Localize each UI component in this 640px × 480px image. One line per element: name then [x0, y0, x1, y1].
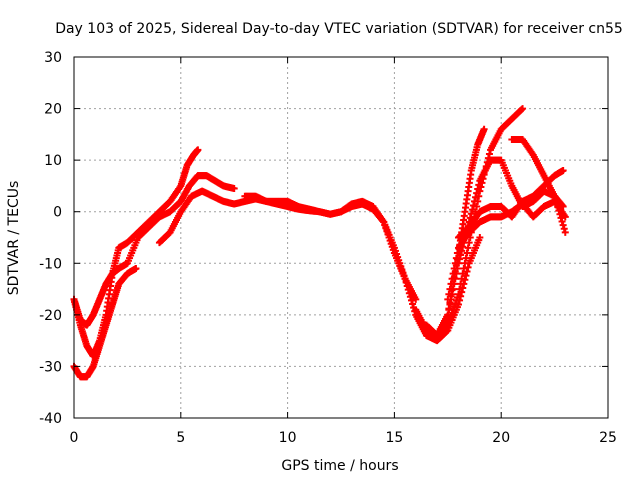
- data-point: [461, 259, 469, 267]
- data-point: [402, 278, 410, 286]
- data-point: [230, 185, 238, 193]
- x-tick-label: 20: [492, 430, 510, 446]
- data-point: [404, 286, 412, 294]
- data-point: [412, 295, 420, 303]
- data-point: [405, 289, 413, 297]
- data-point: [559, 166, 567, 174]
- data-point: [448, 275, 456, 283]
- data-point: [468, 206, 476, 214]
- data-point: [458, 275, 466, 283]
- data-point: [451, 259, 459, 267]
- data-point: [447, 280, 455, 288]
- y-tick-label: -10: [39, 256, 62, 272]
- data-point: [462, 254, 470, 262]
- x-tick-label: 25: [599, 430, 617, 446]
- data-point: [519, 105, 527, 113]
- series-sat-k: [508, 136, 569, 236]
- data-point: [464, 244, 472, 252]
- data-point: [456, 285, 464, 293]
- x-tick-label: 5: [176, 430, 185, 446]
- data-point: [471, 197, 478, 205]
- y-tick-label: 0: [53, 205, 62, 221]
- data-point: [555, 207, 563, 215]
- data-point: [457, 280, 465, 288]
- x-axis-title: GPS time / hours: [281, 458, 398, 474]
- data-point: [561, 213, 569, 221]
- data-point: [474, 185, 482, 193]
- y-tick-label: -40: [39, 411, 62, 427]
- data-point: [407, 296, 415, 304]
- data-point: [406, 293, 414, 301]
- data-point: [517, 106, 525, 114]
- data-point: [557, 214, 565, 222]
- data-point: [554, 203, 562, 211]
- data-point: [560, 225, 568, 233]
- data-point: [409, 300, 417, 308]
- y-tick-label: 30: [44, 50, 62, 66]
- data-point: [551, 192, 559, 200]
- data-point: [552, 196, 560, 204]
- y-tick-label: 20: [44, 102, 62, 118]
- data-point: [446, 301, 454, 309]
- data-point: [475, 181, 483, 189]
- data-point: [460, 264, 468, 272]
- data-point: [450, 264, 458, 272]
- ticks: 0 5 10 15 20 25 -40 -30 -20 -10 0 10 20 30: [39, 50, 617, 446]
- data-point: [559, 221, 567, 229]
- data-point: [194, 146, 202, 154]
- data-point: [449, 270, 457, 278]
- x-tick-label: 15: [385, 430, 403, 446]
- data-point: [480, 125, 488, 133]
- data-point: [444, 295, 452, 303]
- data-point: [473, 189, 481, 197]
- data-point: [467, 210, 475, 218]
- y-tick-label: 10: [44, 153, 62, 169]
- data-point: [445, 306, 453, 314]
- y-axis-title: SDTVAR / TECUs: [6, 181, 22, 296]
- plot-frame: [73, 56, 609, 419]
- data-point: [445, 290, 453, 298]
- data-point: [556, 210, 564, 218]
- data-point: [464, 263, 472, 271]
- series-sat-j: [454, 166, 567, 241]
- chart-title: Day 103 of 2025, Sidereal Day-to-day VTE…: [55, 21, 623, 37]
- data-point: [453, 249, 461, 257]
- data-point: [444, 311, 452, 319]
- data-point: [454, 290, 462, 298]
- data-point: [459, 270, 467, 278]
- x-tick-label: 10: [279, 430, 297, 446]
- data-point: [561, 228, 569, 236]
- x-tick-label: 0: [70, 430, 79, 446]
- data-point: [401, 275, 409, 283]
- data-point: [472, 193, 480, 201]
- data-point: [485, 150, 493, 158]
- data-point: [132, 264, 140, 272]
- y-tick-label: -30: [39, 359, 62, 375]
- data-layer: [70, 105, 569, 381]
- data-point: [463, 249, 471, 257]
- y-tick-label: -20: [39, 308, 62, 324]
- data-point: [558, 218, 566, 226]
- data-point: [452, 254, 460, 262]
- grid: [74, 57, 608, 418]
- series-sat-f: [412, 125, 488, 339]
- data-point: [553, 199, 561, 207]
- data-point: [476, 234, 484, 241]
- data-point: [469, 202, 477, 210]
- series-sat-c: [70, 146, 202, 360]
- data-point: [403, 282, 411, 290]
- data-point: [446, 285, 454, 293]
